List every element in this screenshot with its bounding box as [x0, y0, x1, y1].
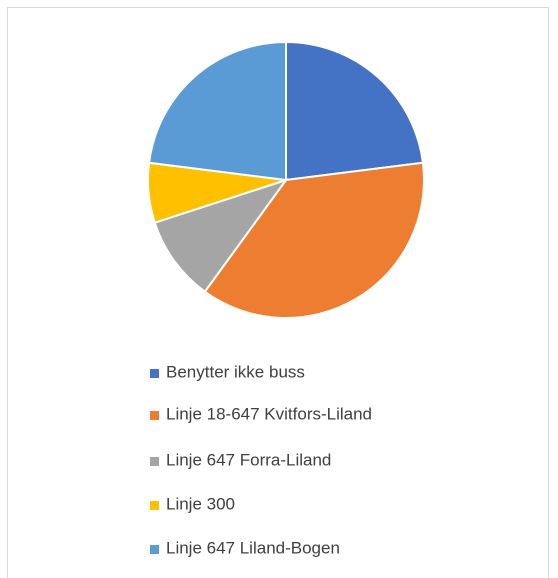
pie-slice: [285, 40, 425, 182]
legend-label: Linje 647 Forra-Liland: [166, 450, 331, 469]
pie-slice: [153, 178, 289, 294]
legend-swatch: [150, 369, 159, 378]
legend-swatch: [150, 501, 159, 510]
legend-label: Linje 300: [166, 494, 235, 513]
pie-slice: [147, 40, 287, 182]
legend-swatch: [150, 545, 159, 554]
legend-label: Linje 647 Liland-Bogen: [166, 538, 340, 557]
pie-slice: [203, 161, 425, 319]
legend-label: Benytter ikke buss: [166, 362, 305, 381]
legend-label: Linje 18-647 Kvitfors-Liland: [166, 404, 372, 423]
legend-swatch: [150, 457, 159, 466]
legend-swatch: [150, 411, 159, 420]
